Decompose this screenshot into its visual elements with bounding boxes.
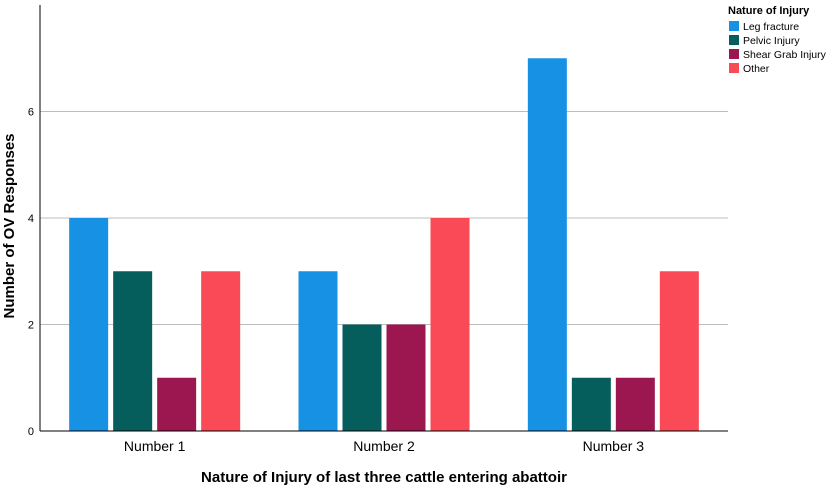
bar-leg-fracture-2 — [298, 271, 338, 431]
bar-shear-grab-injury-1 — [157, 377, 197, 431]
y-tick-label: 2 — [28, 320, 34, 332]
x-tick-label: Number 2 — [353, 438, 415, 454]
axes — [39, 5, 728, 432]
bar-shear-grab-injury-2 — [386, 324, 426, 431]
y-tick-labels: 0 2 4 6 — [28, 107, 34, 439]
y-tick-label: 6 — [28, 107, 34, 119]
legend-swatch — [729, 35, 739, 45]
legend-items: Leg fracture Pelvic Injury Shear Grab Inju… — [729, 21, 827, 75]
y-tick-label: 4 — [28, 213, 34, 225]
legend-title: Nature of Injury — [728, 5, 810, 17]
x-tick-labels: Number 1 Number 2 Number 3 — [124, 438, 644, 454]
bar-shear-grab-injury-3 — [615, 377, 655, 431]
x-tick-label: Number 3 — [583, 438, 645, 454]
legend-label: Pelvic Injury — [743, 35, 800, 47]
y-tick-label: 0 — [28, 426, 34, 438]
bars — [69, 58, 699, 431]
x-axis-label: Nature of Injury of last three cattle en… — [201, 469, 567, 486]
bar-pelvic-injury-1 — [113, 271, 153, 431]
y-axis-label: Number of OV Responses — [1, 133, 18, 318]
bar-leg-fracture-3 — [527, 58, 567, 431]
legend-label: Shear Grab Injury — [743, 49, 827, 61]
legend: Nature of Injury Leg fracture Pelvic Inju… — [728, 5, 827, 75]
bar-other-2 — [430, 218, 470, 431]
legend-swatch — [729, 49, 739, 59]
gridlines — [40, 111, 728, 325]
legend-swatch — [729, 21, 739, 31]
bar-other-1 — [201, 271, 241, 431]
legend-swatch — [729, 63, 739, 73]
bar-pelvic-injury-2 — [342, 324, 382, 431]
bar-pelvic-injury-3 — [571, 377, 611, 431]
legend-label: Leg fracture — [743, 21, 799, 33]
bar-other-3 — [659, 271, 699, 431]
bar-leg-fracture-1 — [69, 218, 109, 431]
legend-label: Other — [743, 63, 770, 75]
x-tick-label: Number 1 — [124, 438, 186, 454]
